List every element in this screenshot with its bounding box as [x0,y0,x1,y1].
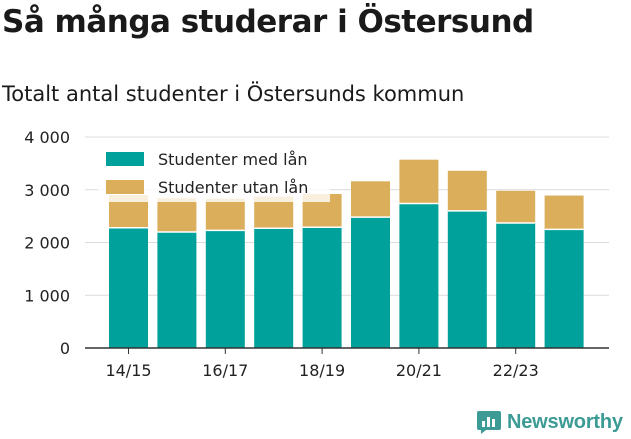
bar-utan-lan [544,195,584,230]
y-tick-label: 3 000 [24,181,70,200]
bar-med-lan [205,230,245,348]
chart-title: Så många studerar i Östersund [2,4,534,40]
bar-utan-lan [205,198,245,231]
x-tick-label: 20/21 [396,361,442,380]
brand-name: Newsworthy [507,410,623,433]
chart-subtitle: Totalt antal studenter i Östersunds komm… [2,82,465,106]
newsworthy-brand: Newsworthy [476,408,623,436]
legend-label: Studenter utan lån [158,178,308,197]
y-tick-label: 4 000 [24,128,70,147]
bar-med-lan [302,227,342,348]
bar-med-lan [496,222,536,348]
y-axis-tick-labels: 0 1 000 2 000 3 000 4 000 [24,128,70,358]
bar-utan-lan [447,170,487,211]
y-tick-label: 1 000 [24,286,70,305]
bar-med-lan [351,217,390,348]
bar-med-lan [544,229,584,348]
newsworthy-logo-icon [477,411,501,434]
x-tick-label: 14/15 [105,361,151,380]
bar-utan-lan [496,190,536,223]
x-tick-label: 18/19 [299,361,345,380]
bar-med-lan [157,231,197,348]
legend-swatch [106,152,144,166]
x-tick-label: 22/23 [493,361,539,380]
legend: Studenter med lån Studenter utan lån [98,144,330,202]
x-tick-label: 16/17 [202,361,248,380]
bar-utan-lan [351,181,390,218]
legend-swatch [106,180,144,194]
bars [109,159,584,348]
bar-utan-lan [399,159,439,204]
legend-label: Studenter med lån [158,150,308,169]
bar-med-lan [109,227,148,348]
bar-utan-lan [157,198,197,232]
bar-med-lan [254,228,294,348]
y-tick-label: 0 [60,339,70,358]
bar-med-lan [399,203,439,348]
x-axis-tick-labels: 14/15 16/17 18/19 20/21 22/23 [105,348,539,380]
bar-med-lan [447,210,487,348]
y-tick-label: 2 000 [24,234,70,253]
